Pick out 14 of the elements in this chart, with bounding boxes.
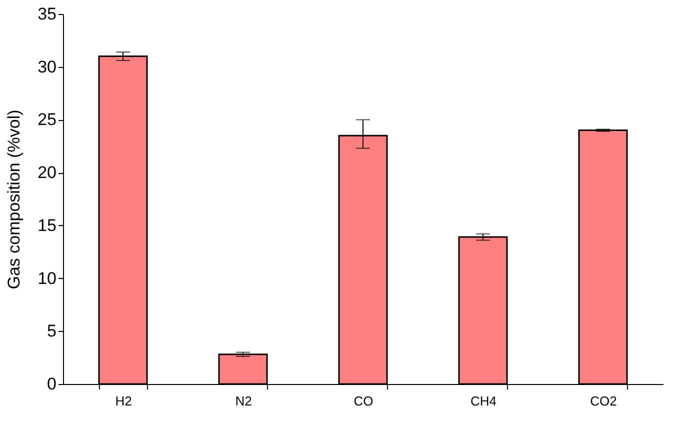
y-axis-title: Gas composition (%vol)	[4, 110, 24, 290]
y-tick-label: 5	[47, 322, 56, 341]
x-tick-label: CO2	[590, 394, 617, 408]
x-tick-label: CO	[354, 394, 374, 408]
y-tick-label: 0	[47, 374, 56, 394]
y-tick-label: 15	[38, 216, 56, 235]
x-tick-label: H2	[115, 394, 132, 408]
y-tick-label: 35	[38, 4, 56, 24]
x-tick-label: CH4	[470, 394, 497, 408]
y-tick-label: 30	[38, 57, 56, 76]
y-tick-label: 20	[38, 163, 56, 182]
y-tick-label: 10	[38, 268, 56, 288]
y-tick-label: 25	[38, 110, 56, 130]
x-tick-label: N2	[235, 394, 252, 408]
